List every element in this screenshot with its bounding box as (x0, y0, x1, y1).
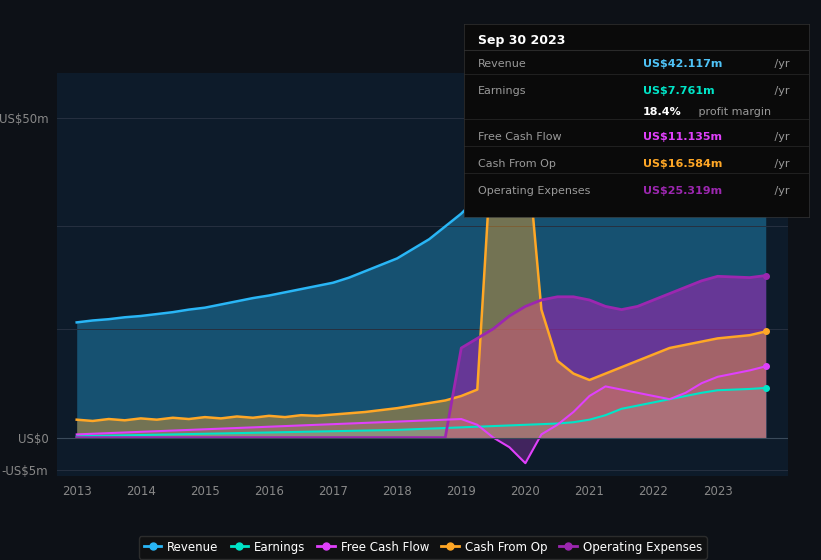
Text: US$16.584m: US$16.584m (643, 160, 722, 169)
Legend: Revenue, Earnings, Free Cash Flow, Cash From Op, Operating Expenses: Revenue, Earnings, Free Cash Flow, Cash … (139, 536, 707, 559)
Text: /yr: /yr (771, 59, 789, 69)
Text: Free Cash Flow: Free Cash Flow (478, 132, 562, 142)
Text: /yr: /yr (771, 160, 789, 169)
Text: /yr: /yr (771, 186, 789, 197)
Text: US$42.117m: US$42.117m (643, 59, 722, 69)
Text: Cash From Op: Cash From Op (478, 160, 556, 169)
Text: /yr: /yr (771, 132, 789, 142)
Text: US$7.761m: US$7.761m (643, 86, 715, 96)
Text: Sep 30 2023: Sep 30 2023 (478, 34, 565, 46)
Text: Earnings: Earnings (478, 86, 526, 96)
Text: 18.4%: 18.4% (643, 107, 682, 117)
Text: profit margin: profit margin (695, 107, 771, 117)
Text: Operating Expenses: Operating Expenses (478, 186, 590, 197)
Text: US$25.319m: US$25.319m (643, 186, 722, 197)
Text: US$11.135m: US$11.135m (643, 132, 722, 142)
Text: Revenue: Revenue (478, 59, 526, 69)
Text: /yr: /yr (771, 86, 789, 96)
